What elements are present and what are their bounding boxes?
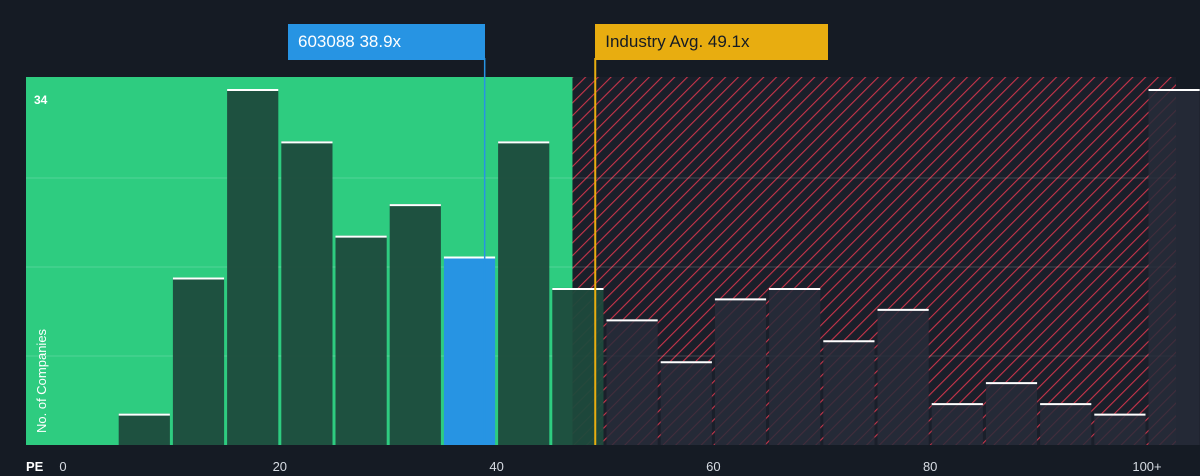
y-max-label: 34 bbox=[34, 93, 48, 107]
histogram-bar bbox=[823, 340, 875, 445]
histogram-bar bbox=[1040, 403, 1092, 445]
industry-avg-label: Industry Avg. 49.1x bbox=[605, 32, 750, 51]
histogram-bar bbox=[118, 413, 170, 445]
histogram-bar bbox=[281, 141, 333, 445]
histogram-bar bbox=[606, 319, 658, 445]
histogram-bar bbox=[389, 204, 441, 445]
histogram-bar bbox=[1148, 89, 1200, 445]
company-pe-label: 603088 38.9x bbox=[298, 32, 402, 51]
histogram-bar bbox=[498, 141, 550, 445]
histogram-bar bbox=[714, 298, 767, 445]
x-tick-label: 60 bbox=[706, 459, 720, 474]
x-tick-label: 20 bbox=[273, 459, 287, 474]
company-bar bbox=[443, 256, 496, 445]
histogram-bar bbox=[769, 287, 821, 445]
y-axis-title: No. of Companies bbox=[34, 328, 49, 433]
histogram-bar bbox=[172, 277, 225, 445]
histogram-bar bbox=[985, 382, 1038, 445]
histogram-bar bbox=[1094, 413, 1146, 445]
histogram-bar bbox=[335, 235, 387, 445]
histogram-bar bbox=[227, 89, 279, 445]
x-tick-label: 40 bbox=[489, 459, 503, 474]
histogram-bar bbox=[877, 308, 929, 445]
x-axis-title: PE bbox=[26, 459, 44, 474]
industry-avg-callout: Industry Avg. 49.1x bbox=[595, 24, 829, 60]
histogram-bar bbox=[660, 361, 712, 445]
x-tick-label: 0 bbox=[59, 459, 66, 474]
x-tick-label: 80 bbox=[923, 459, 937, 474]
x-tick-label: 100+ bbox=[1132, 459, 1161, 474]
company-pe-callout: 603088 38.9x bbox=[288, 24, 485, 60]
histogram-bar bbox=[931, 403, 983, 445]
